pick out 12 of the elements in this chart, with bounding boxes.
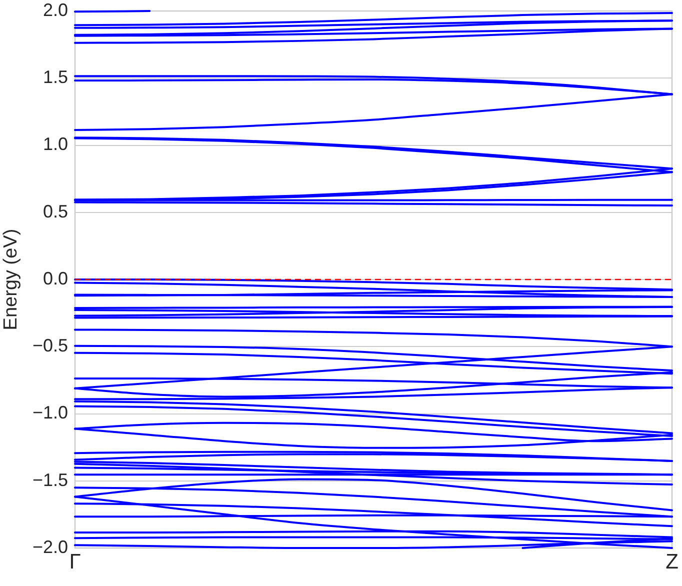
x-tick-label: Γ	[69, 550, 81, 574]
y-tick-label: −1.5	[32, 470, 68, 490]
y-axis-title: Energy (eV)	[0, 228, 22, 330]
y-tick-label: 2.0	[42, 0, 68, 20]
y-tick-label: −2.0	[32, 536, 68, 557]
y-tick-label: −0.5	[32, 336, 68, 356]
x-tick-label: Z	[666, 550, 679, 574]
y-tick-label: 0.5	[42, 201, 68, 222]
y-tick-label: 0.0	[42, 268, 68, 288]
y-tick-label: −1.0	[32, 402, 68, 423]
y-tick-label: 1.5	[42, 67, 68, 88]
y-tick-label: 1.0	[42, 134, 68, 154]
